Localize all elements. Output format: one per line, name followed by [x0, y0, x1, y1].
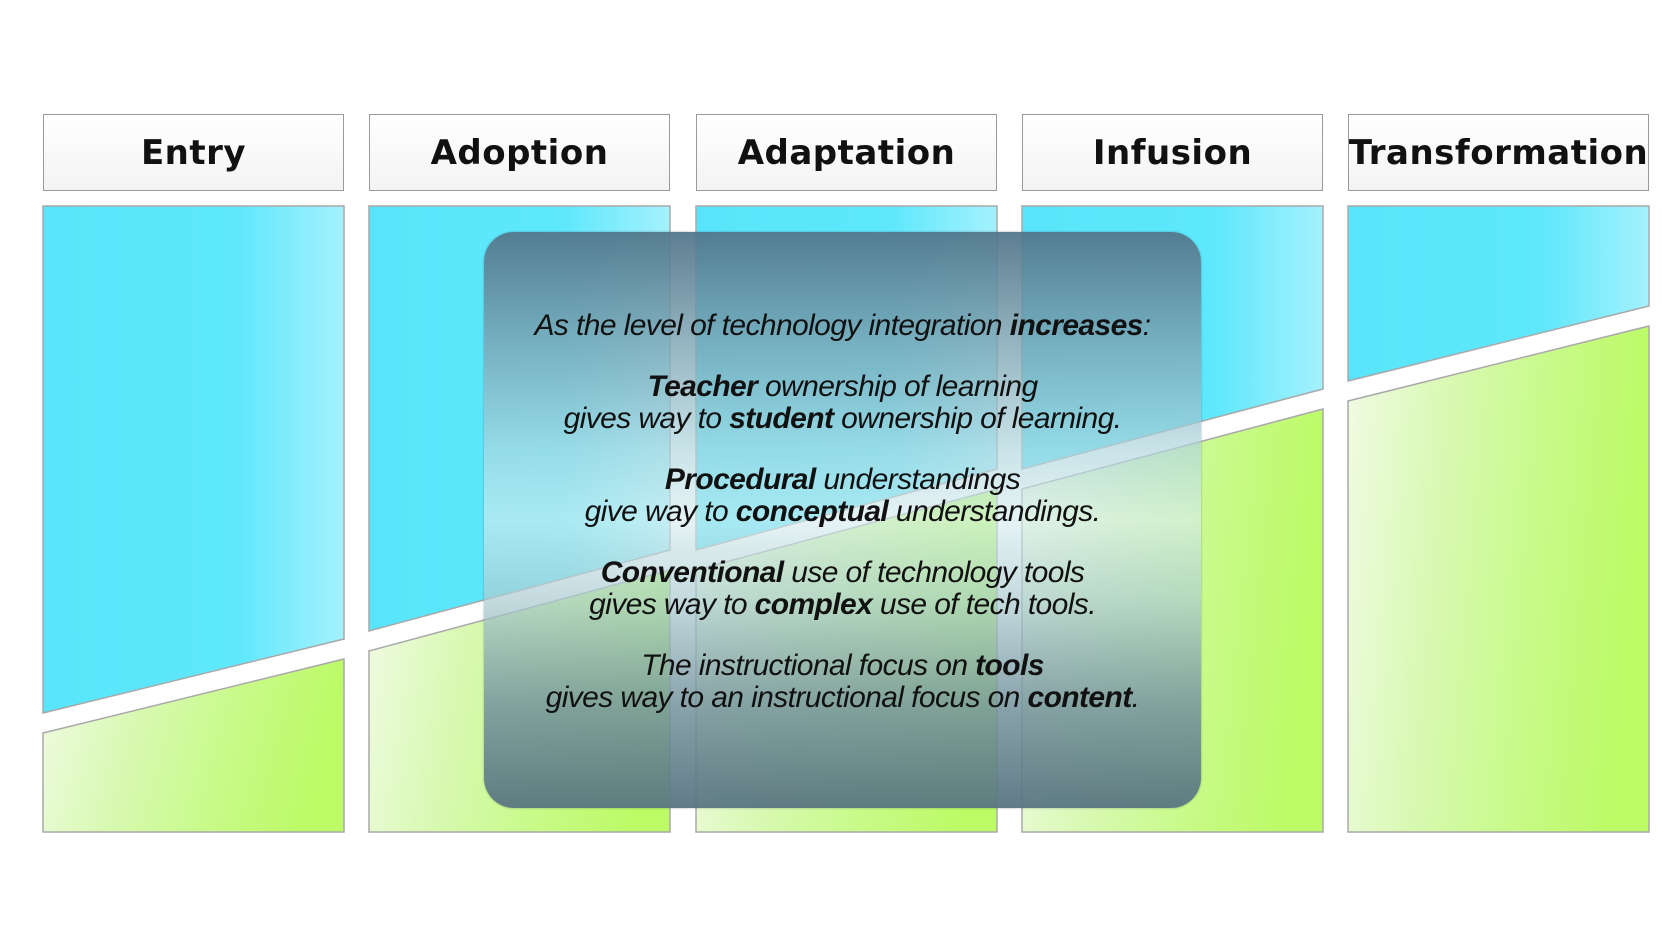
teacher-to-student-statement: Teacher ownership of learning gives way …: [563, 370, 1122, 435]
stage-header-entry: Entry: [43, 114, 344, 191]
summary-panel: [484, 232, 1201, 808]
summary-text: As the level of technology integration i…: [484, 232, 1201, 808]
intro-statement: As the level of technology integration i…: [534, 309, 1151, 342]
student-ownership-band: [1347, 325, 1650, 833]
stage-label: Adoption: [430, 132, 609, 173]
stage-label: Adaptation: [737, 132, 956, 173]
stage-header-infusion: Infusion: [1022, 114, 1323, 191]
conventional-to-complex-statement: Conventional use of technology tools giv…: [589, 556, 1096, 621]
tools-to-content-statement: The instructional focus on tools gives w…: [545, 649, 1140, 714]
stage-header-adaptation: Adaptation: [696, 114, 997, 191]
stage-header-transformation: Transformation: [1348, 114, 1649, 191]
procedural-to-conceptual-statement: Procedural understandings give way to co…: [584, 463, 1101, 528]
stage-header-adoption: Adoption: [369, 114, 670, 191]
teacher-ownership-band: [42, 205, 345, 714]
stage-label: Transformation: [1348, 132, 1649, 173]
column-entry: [42, 205, 345, 833]
stage-label: Infusion: [1092, 132, 1253, 173]
teacher-ownership-band: [1347, 205, 1650, 382]
student-ownership-band: [42, 658, 345, 833]
stage-label: Entry: [140, 132, 247, 173]
column-transformation: [1347, 205, 1650, 833]
